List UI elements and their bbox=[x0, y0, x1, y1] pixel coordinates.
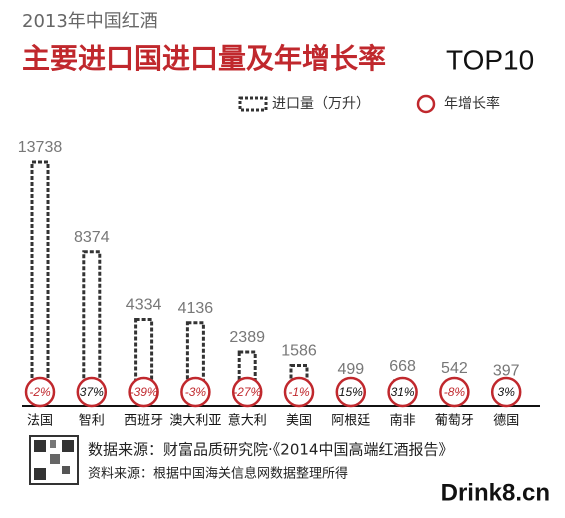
value-label: 13738 bbox=[18, 139, 63, 156]
legend-swatch bbox=[238, 96, 268, 112]
rate-marker bbox=[128, 376, 159, 408]
x-tick-label: 澳大利亚 bbox=[169, 413, 221, 429]
x-tick-label: 德国 bbox=[493, 414, 519, 429]
chart-title: 主要进口国进口量及年增长率 bbox=[22, 42, 386, 75]
value-label: 8374 bbox=[74, 229, 110, 246]
x-tick-label: 阿根廷 bbox=[331, 414, 370, 429]
rate-marker bbox=[490, 376, 522, 408]
rate-marker bbox=[387, 376, 418, 408]
bar bbox=[82, 250, 102, 394]
value-label: 2389 bbox=[229, 329, 265, 346]
x-tick-label: 西班牙 bbox=[124, 414, 163, 429]
x-tick-label: 葡萄牙 bbox=[435, 414, 474, 429]
rate-marker bbox=[24, 376, 56, 408]
rate-label: 15% bbox=[339, 385, 363, 399]
rate-label: -1% bbox=[288, 385, 310, 399]
rate-label: 3% bbox=[498, 385, 516, 399]
bar bbox=[30, 160, 50, 394]
value-label: 668 bbox=[389, 358, 416, 375]
rate-marker bbox=[231, 376, 263, 408]
x-tick-label: 法国 bbox=[27, 414, 53, 429]
legend-label: 年增长率 bbox=[444, 95, 500, 112]
rate-marker bbox=[335, 376, 367, 408]
rate-label: -27% bbox=[233, 385, 261, 399]
rate-marker bbox=[439, 376, 470, 408]
kicker: 2013年中国红酒 bbox=[22, 11, 158, 32]
value-label: 542 bbox=[441, 360, 468, 377]
value-label: 4136 bbox=[178, 300, 214, 317]
rate-marker bbox=[283, 376, 315, 408]
rate-label: -8% bbox=[444, 385, 466, 399]
title-suffix: TOP10 bbox=[446, 44, 534, 75]
value-label: 397 bbox=[493, 363, 520, 380]
rate-marker bbox=[76, 376, 108, 408]
rate-label: -3% bbox=[185, 385, 207, 399]
source: 数据来源：财富品质研究院·《2014中国高端红酒报告》 bbox=[88, 441, 453, 459]
x-tick-label: 智利 bbox=[79, 414, 105, 429]
value-label: 499 bbox=[337, 361, 364, 378]
brand: Drink8.cn bbox=[441, 479, 550, 506]
rate-label: 31% bbox=[391, 385, 415, 399]
x-tick-label: 意大利 bbox=[228, 413, 267, 429]
rate-label: 37% bbox=[80, 385, 104, 399]
rate-label: -2% bbox=[29, 385, 51, 399]
qr-code bbox=[29, 435, 79, 485]
rate-marker bbox=[180, 376, 211, 408]
x-tick-label: 南非 bbox=[390, 413, 416, 429]
value-label: 1586 bbox=[281, 343, 317, 360]
rate-label: -39% bbox=[130, 385, 158, 399]
legend-swatch bbox=[416, 94, 436, 114]
note: 资料来源：根据中国海关信息网数据整理所得 bbox=[88, 466, 348, 482]
legend-label: 进口量（万升） bbox=[272, 96, 370, 112]
value-label: 4334 bbox=[126, 297, 162, 314]
x-tick-label: 美国 bbox=[286, 414, 312, 429]
